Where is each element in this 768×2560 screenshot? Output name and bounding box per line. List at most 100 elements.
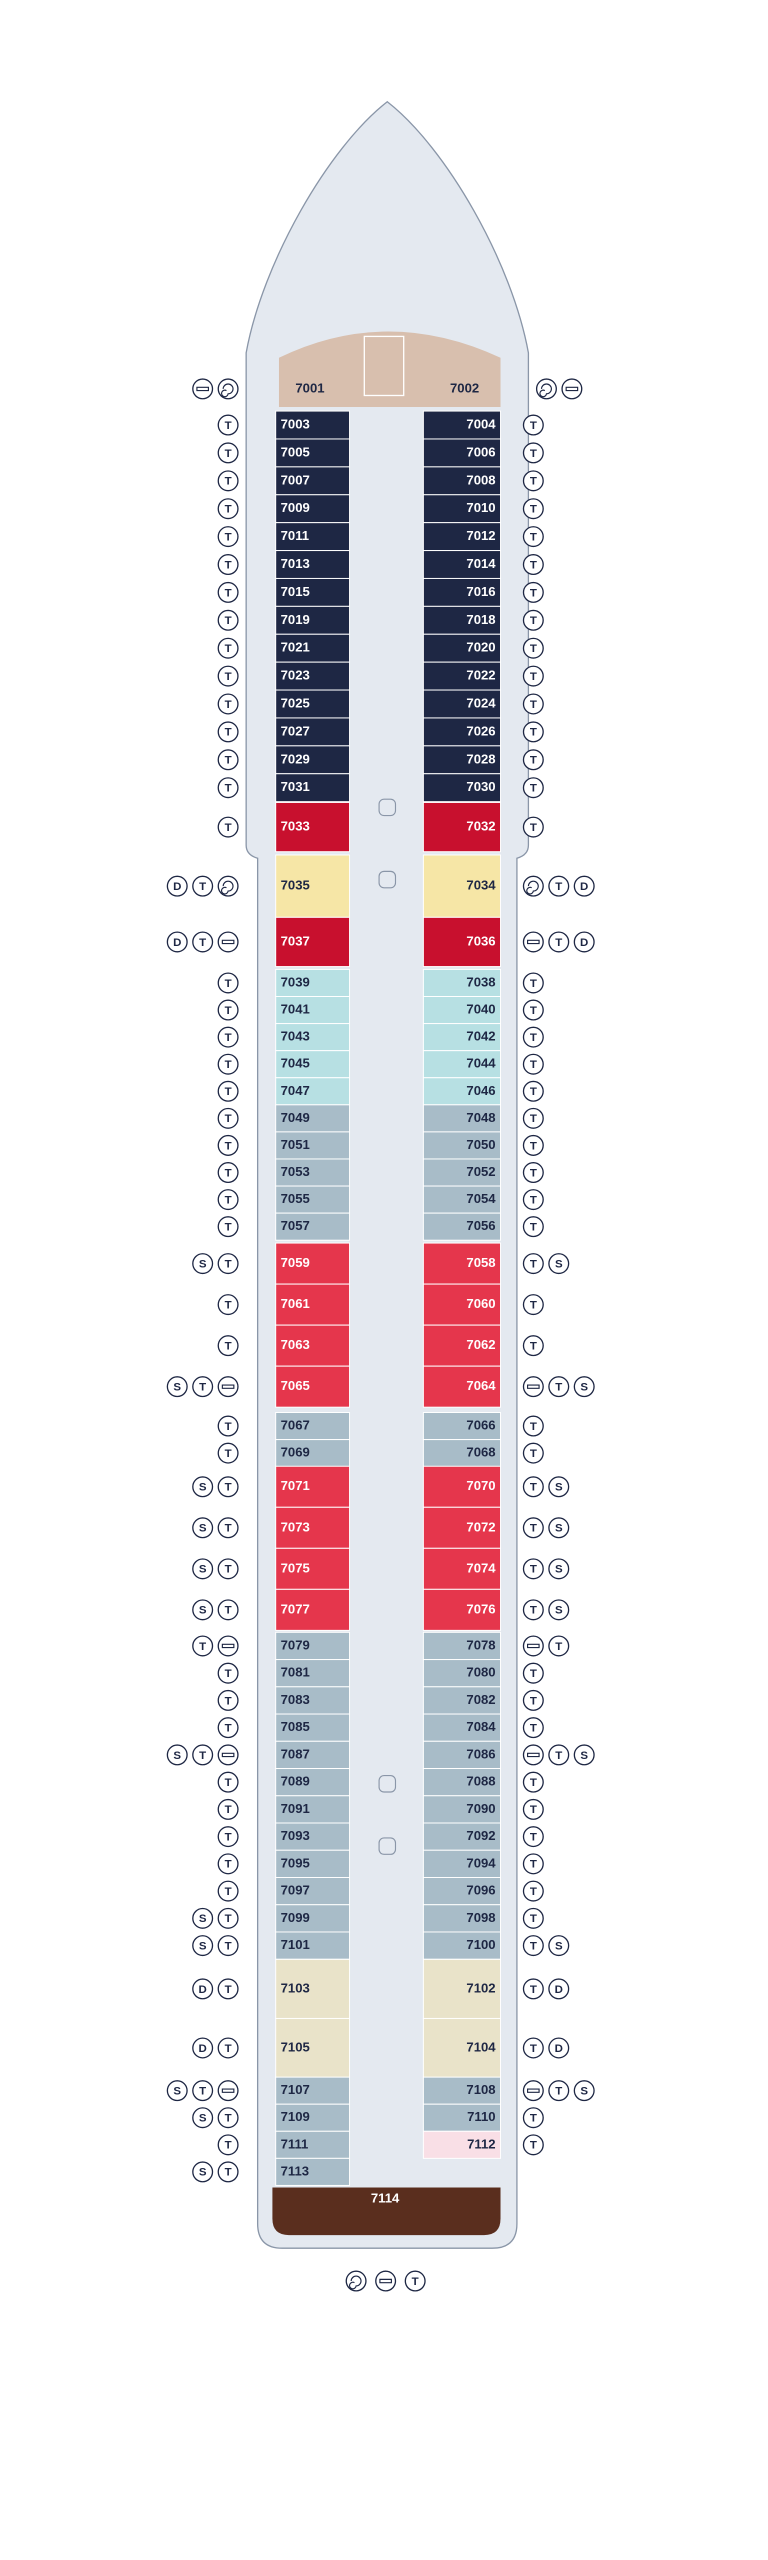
- amenity-icon: [217, 526, 239, 548]
- cabin: [275, 2076, 351, 2105]
- cabin-number: 7030: [466, 779, 495, 794]
- amenity-icon: [548, 1476, 570, 1498]
- shower-icon: [221, 1643, 235, 1649]
- cabin: [422, 466, 502, 496]
- amenity-icon: [522, 1026, 544, 1048]
- cabin-number: 7065: [281, 1378, 310, 1393]
- amenity-icon: [192, 2080, 214, 2102]
- amenity-icon: [548, 931, 570, 953]
- amenity-icon: [548, 2037, 570, 2059]
- amenity-icon: [217, 1517, 239, 1539]
- facility-icon: [217, 1376, 239, 1398]
- cabin: [422, 968, 502, 998]
- shower-icon: [527, 1384, 540, 1389]
- amenity-letter: T: [555, 881, 562, 893]
- stair-icon: [378, 798, 397, 817]
- cabin: [275, 1547, 351, 1590]
- amenity-letter: T: [555, 937, 562, 949]
- cabin: [422, 1324, 502, 1367]
- amenity-letter: T: [225, 1668, 232, 1680]
- cabin-number: 7093: [281, 1828, 310, 1843]
- shower-icon: [527, 1752, 540, 1758]
- amenity-letter: T: [530, 1340, 537, 1352]
- cabin-number: 7104: [466, 2039, 496, 2054]
- cabin-number: 7018: [466, 612, 495, 627]
- cabin-number: 7039: [281, 974, 310, 989]
- amenity-icon: [522, 1558, 544, 1580]
- cabin: [422, 1465, 502, 1508]
- cabin-number: 7101: [281, 1937, 310, 1952]
- cabin-number: 7045: [281, 1056, 310, 1071]
- cabin-number: 7059: [281, 1255, 310, 1270]
- amenity-icon: [217, 1107, 239, 1129]
- cabin: [422, 1904, 502, 1933]
- amenity-letter: S: [173, 1750, 181, 1762]
- amenity-icon: [217, 1134, 239, 1156]
- cabin: [422, 996, 502, 1025]
- facility-icon: [535, 378, 557, 400]
- amenity-letter: T: [530, 643, 537, 655]
- cabin: [275, 1795, 351, 1824]
- cabin-number: 7113: [281, 2163, 309, 2178]
- cabin-number: 7049: [281, 1110, 310, 1125]
- amenity-letter: T: [225, 1831, 232, 1843]
- amenity-icon: [522, 1717, 544, 1739]
- cabin-number: 7050: [466, 1137, 495, 1152]
- cabin-number: 7033: [281, 819, 310, 834]
- cabin-number: 7025: [281, 695, 310, 710]
- cabin: [275, 1365, 351, 1408]
- amenity-icon: [192, 1476, 214, 1498]
- amenity-icon: [217, 1662, 239, 1684]
- cabin-number: 7005: [281, 444, 310, 459]
- cabin: [275, 996, 351, 1025]
- amenity-letter: S: [173, 2086, 181, 2098]
- cabin: [275, 1631, 351, 1661]
- cabin-number: 7043: [281, 1029, 310, 1044]
- amenity-icon: [548, 1253, 570, 1275]
- amenity-letter: D: [173, 881, 181, 893]
- cabin: [422, 1547, 502, 1590]
- amenity-letter: T: [225, 822, 232, 834]
- amenity-letter: S: [555, 1605, 563, 1617]
- amenity-letter: T: [225, 699, 232, 711]
- amenity-letter: T: [225, 978, 232, 990]
- cabin-number: 7001: [295, 380, 324, 395]
- amenity-letter: T: [530, 1523, 537, 1535]
- amenity-icon: [217, 1216, 239, 1238]
- facility-icon: [522, 1744, 544, 1766]
- cabin: [275, 773, 351, 803]
- cabin: [275, 801, 351, 853]
- amenity-icon: [522, 1053, 544, 1075]
- amenity-icon: [522, 637, 544, 659]
- amenity-icon: [548, 1744, 570, 1766]
- amenity-letter: T: [530, 1299, 537, 1311]
- cabin: [275, 2103, 351, 2132]
- cabin: [422, 1439, 502, 1468]
- stair-icon: [378, 1837, 397, 1855]
- amenity-letter: T: [530, 587, 537, 599]
- amenity-icon: [573, 1376, 595, 1398]
- amenity-icon: [192, 931, 214, 953]
- amenity-letter: T: [225, 1777, 232, 1789]
- facility-icon: [522, 2080, 544, 2102]
- cabin-number: 7088: [466, 1774, 495, 1789]
- amenity-letter: T: [225, 1258, 232, 1270]
- amenity-icon: [522, 1189, 544, 1211]
- facility-icon: [217, 875, 239, 897]
- cabin-number: 7006: [466, 444, 495, 459]
- amenity-letter: T: [530, 1140, 537, 1152]
- shower-icon: [221, 1384, 235, 1389]
- cabin: [275, 438, 351, 468]
- cabin-number: 7028: [466, 751, 495, 766]
- cabin-number: 7016: [466, 584, 495, 599]
- amenity-icon: [573, 1744, 595, 1766]
- facility-icon: [522, 875, 544, 897]
- cabin: [422, 1077, 502, 1106]
- amenity-letter: T: [225, 448, 232, 460]
- cabin: [422, 633, 502, 663]
- amenity-letter: T: [530, 727, 537, 739]
- amenity-icon: [573, 931, 595, 953]
- shower-icon: [527, 1643, 540, 1649]
- amenity-icon: [522, 1599, 544, 1621]
- amenity-letter: T: [530, 1777, 537, 1789]
